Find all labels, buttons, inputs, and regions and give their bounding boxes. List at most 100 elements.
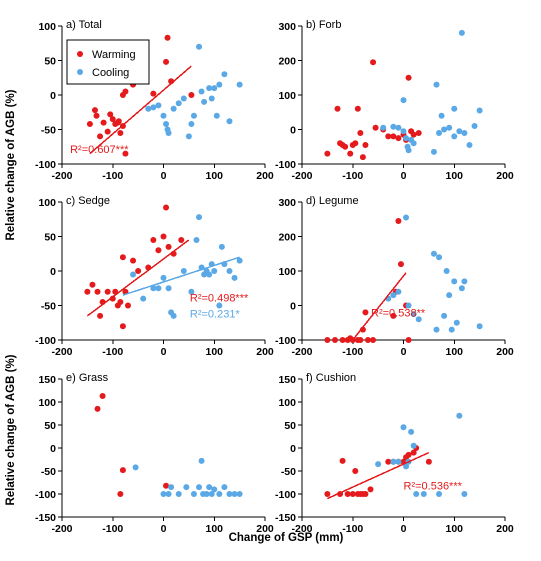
data-point-cooling [236, 81, 243, 88]
data-point-cooling [433, 326, 440, 333]
data-point-warming [99, 393, 106, 400]
y-tick-label: 300 [278, 21, 296, 33]
x-tick-label: 100 [205, 346, 223, 358]
data-point-warming [334, 105, 341, 112]
x-tick-label: 0 [161, 170, 167, 182]
x-tick-label: -200 [291, 346, 312, 358]
data-point-warming [107, 111, 114, 118]
data-point-cooling [395, 458, 402, 465]
data-point-warming [405, 451, 412, 458]
data-point-cooling [145, 105, 152, 112]
y-tick-label: -50 [41, 466, 56, 478]
data-point-warming [324, 491, 331, 497]
data-point-cooling [213, 112, 220, 119]
fit-line-cooling [122, 256, 240, 296]
data-point-cooling [430, 250, 437, 257]
data-point-cooling [438, 112, 445, 119]
data-point-cooling [175, 491, 182, 497]
y-tick-label: 50 [284, 420, 296, 432]
y-tick-label: 0 [290, 125, 296, 137]
data-point-cooling [395, 288, 402, 295]
data-point-warming [370, 59, 377, 66]
fit-line-warming [89, 65, 192, 155]
data-point-cooling [403, 463, 410, 470]
data-point-warming [410, 131, 417, 138]
y-tick-label: -100 [275, 335, 296, 347]
x-tick-label: 0 [401, 170, 407, 182]
data-point-cooling [168, 484, 175, 491]
data-point-cooling [201, 98, 208, 105]
data-point-warming [362, 142, 369, 149]
x-tick-label: -100 [102, 523, 123, 535]
fit-line-warming [327, 451, 430, 500]
data-point-cooling [400, 128, 407, 135]
data-point-cooling [451, 278, 458, 285]
y-tick-label: -50 [41, 125, 56, 137]
panel-title: f) Cushion [306, 372, 356, 384]
data-point-cooling [130, 271, 137, 278]
data-point-warming [119, 254, 126, 261]
y-tick-label: -100 [35, 159, 56, 171]
data-point-cooling [433, 81, 440, 88]
data-point-warming [324, 150, 331, 157]
data-point-warming [135, 268, 142, 274]
data-point-warming [165, 243, 172, 250]
data-point-warming [119, 323, 126, 330]
data-point-cooling [206, 271, 213, 278]
data-point-warming [354, 105, 361, 112]
data-point-warming [115, 118, 122, 125]
data-point-cooling [183, 484, 190, 491]
data-point-cooling [405, 147, 412, 154]
x-tick-label: -200 [51, 346, 72, 358]
data-point-cooling [390, 292, 397, 299]
y-tick-label: -150 [275, 512, 296, 524]
data-point-cooling [476, 323, 483, 330]
data-point-cooling [408, 428, 415, 435]
data-point-cooling [206, 484, 213, 491]
y-tick-label: 0 [290, 443, 296, 455]
data-point-cooling [211, 486, 218, 493]
x-tick-label: -100 [342, 523, 363, 535]
data-point-warming [410, 449, 417, 456]
y-tick-label: 50 [44, 232, 56, 244]
data-point-warming [119, 467, 126, 474]
y-tick-label: 0 [50, 90, 56, 102]
data-point-cooling [403, 214, 410, 221]
data-point-cooling [410, 311, 417, 318]
data-point-cooling [150, 104, 157, 111]
data-point-cooling [395, 124, 402, 131]
legend-cooling-marker [77, 69, 83, 75]
x-tick-label: 200 [496, 346, 514, 358]
y-tick-label: 50 [44, 56, 56, 68]
data-point-cooling [400, 424, 407, 431]
x-tick-label: 200 [496, 170, 514, 182]
data-point-warming [395, 135, 402, 142]
data-point-cooling [196, 484, 203, 491]
data-point-cooling [461, 278, 468, 285]
x-tick-label: 100 [445, 523, 463, 535]
data-point-cooling [413, 491, 420, 497]
legend-warming-label: Warming [92, 49, 136, 61]
y-axis-label: Relative change of AGB (%) [5, 89, 17, 240]
data-point-cooling [410, 442, 417, 449]
legend: Warming Cooling [66, 39, 150, 85]
data-point-warming [364, 337, 371, 343]
data-point-cooling [420, 491, 427, 497]
y-tick-label: 200 [278, 232, 296, 244]
data-point-cooling [160, 491, 167, 497]
y-tick-label: 150 [38, 374, 56, 386]
legend-warming-marker [77, 51, 83, 57]
data-point-cooling [466, 142, 473, 149]
x-tick-label: 0 [161, 523, 167, 535]
data-point-cooling [226, 491, 233, 497]
fit-r2-label: R²=0.498*** [190, 292, 249, 304]
fit-r2-label: R²=0.536*** [404, 480, 463, 492]
data-point-cooling [415, 316, 422, 323]
data-point-cooling [448, 326, 455, 333]
data-point-warming [357, 129, 364, 136]
data-point-cooling [436, 491, 443, 497]
y-tick-label: 100 [38, 21, 56, 33]
data-point-cooling [163, 120, 170, 127]
